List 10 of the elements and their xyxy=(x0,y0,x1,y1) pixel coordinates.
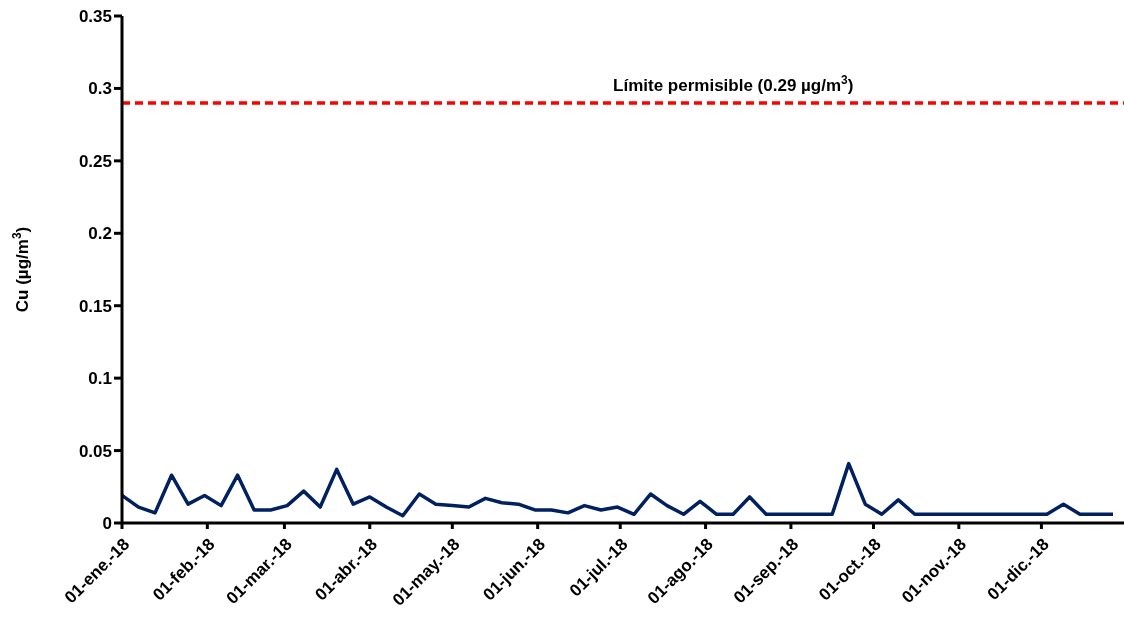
y-tick-label: 0.2 xyxy=(88,224,112,244)
ref-line-label: Límite permisible (0.29 µg/m$^{3}$) xyxy=(613,72,854,95)
y-tick-label: 0.15 xyxy=(78,296,112,316)
y-tick-label: 0.1 xyxy=(88,369,112,389)
y-tick-label: 0.35 xyxy=(78,7,112,27)
y-tick-label: 0.05 xyxy=(78,441,112,461)
line-series xyxy=(122,461,1115,518)
y-tick-label: 0.3 xyxy=(88,79,112,99)
y-tick-label: 0 xyxy=(102,514,112,534)
y-tick-label: 0.25 xyxy=(78,151,112,171)
